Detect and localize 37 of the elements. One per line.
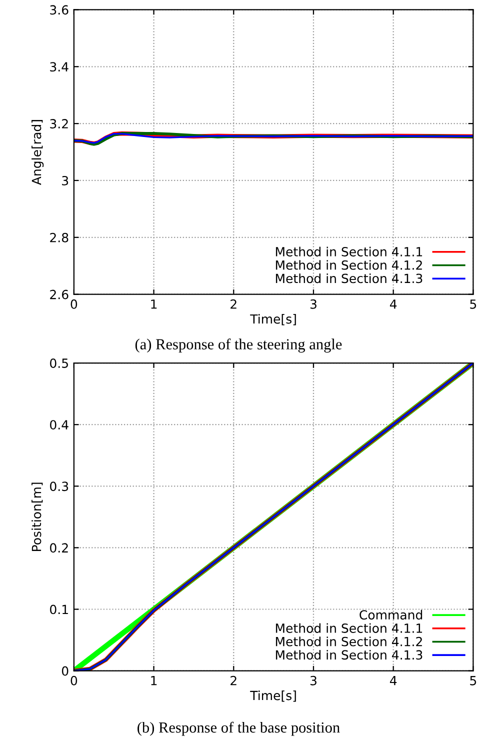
x-axis-title: Time[s] [250, 690, 296, 702]
y-tick-label: 2.6 [50, 290, 68, 300]
x-tick-label: 0 [70, 676, 78, 686]
legend-label: Method in Section 4.1.2 [276, 636, 422, 646]
x-tick-label: 1 [151, 676, 157, 686]
x-tick-label: 0 [70, 299, 78, 309]
legend-label: Command [360, 610, 422, 620]
y-tick-label: 3.4 [50, 62, 68, 72]
legend-label: Method in Section 4.1.1 [276, 246, 422, 256]
legend-label: Method in Section 4.1.3 [276, 273, 422, 284]
text: (b) Response of the base position [138, 722, 340, 736]
y-axis-title: Angle[rad] [32, 120, 44, 185]
y-tick-label: 0.5 [50, 358, 68, 368]
y-axis-title: Position[m] [32, 482, 43, 551]
y-tick-label: 3.2 [50, 119, 68, 128]
x-tick-label: 5 [470, 300, 476, 309]
y-tick-label: 0.3 [50, 482, 68, 492]
legend-label: Method in Section 4.1.2 [276, 260, 422, 270]
y-tick-label: 2.8 [50, 232, 68, 242]
text: (a) Response of the steering angle [135, 338, 342, 353]
legend-label: Method in Section 4.1.3 [276, 650, 422, 660]
x-tick-label: 2 [230, 676, 236, 686]
x-axis-title: Time[s] [250, 314, 296, 326]
y-tick-label: 3 [62, 176, 68, 186]
x-tick-label: 2 [230, 299, 236, 309]
x-tick-label: 4 [390, 300, 397, 309]
y-tick-label: 0 [62, 666, 68, 676]
y-tick-label: 3.6 [50, 5, 68, 15]
legend-label: Method in Section 4.1.1 [276, 623, 422, 633]
x-tick-label: 4 [390, 676, 397, 686]
x-tick-label: 3 [310, 676, 316, 686]
x-tick-label: 1 [151, 300, 157, 309]
x-tick-label: 3 [310, 299, 316, 309]
y-tick-label: 0.4 [50, 420, 68, 430]
y-tick-label: 0.2 [50, 543, 68, 553]
y-tick-label: 0.1 [50, 604, 68, 614]
x-tick-label: 5 [470, 676, 476, 686]
